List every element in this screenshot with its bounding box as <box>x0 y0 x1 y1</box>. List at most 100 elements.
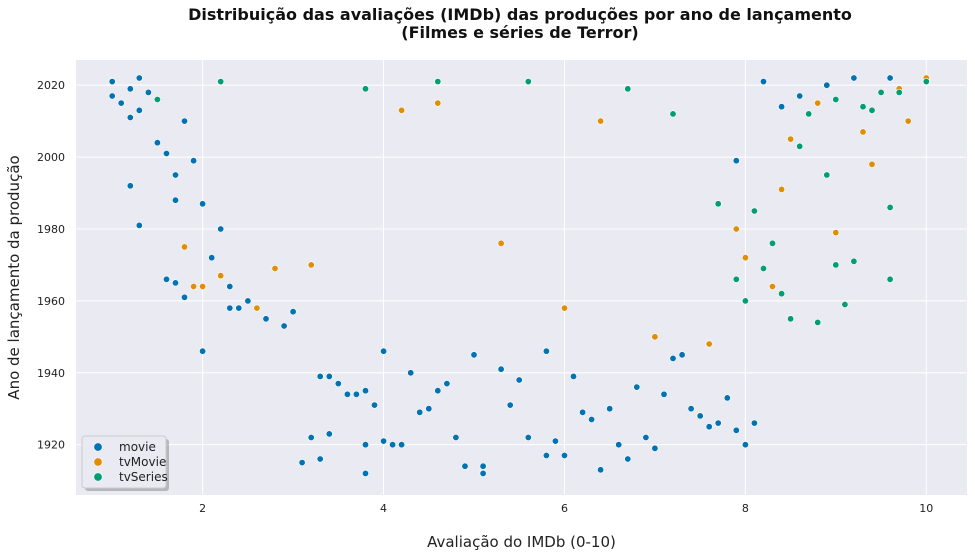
data-point <box>678 351 686 359</box>
data-point <box>190 157 198 165</box>
data-point <box>370 401 378 409</box>
data-point <box>506 401 514 409</box>
data-point <box>470 351 478 359</box>
data-point <box>624 85 632 93</box>
data-point <box>153 96 161 104</box>
grid-lines <box>76 60 967 495</box>
data-point <box>325 372 333 380</box>
data-point <box>660 390 668 398</box>
data-point <box>814 99 822 107</box>
data-point <box>796 142 804 150</box>
data-point <box>886 74 894 82</box>
data-point <box>307 261 315 269</box>
data-point <box>886 203 894 211</box>
data-point <box>126 114 134 122</box>
data-point <box>316 372 324 380</box>
data-point <box>497 239 505 247</box>
data-point <box>524 433 532 441</box>
y-tick-label: 1980 <box>37 223 65 236</box>
data-point <box>741 297 749 305</box>
data-point <box>732 275 740 283</box>
legend-label: tvSeries <box>119 470 168 484</box>
data-point <box>741 254 749 262</box>
data-point <box>787 135 795 143</box>
data-point <box>316 455 324 463</box>
data-point <box>732 225 740 233</box>
data-point <box>841 300 849 308</box>
chart-title-block: Distribuição das avaliações (IMDb) das p… <box>0 6 975 42</box>
data-point <box>750 207 758 215</box>
data-point <box>624 455 632 463</box>
data-point <box>226 282 234 290</box>
data-point <box>606 405 614 413</box>
data-point <box>425 405 433 413</box>
data-point <box>172 171 180 179</box>
data-point <box>560 451 568 459</box>
data-point <box>651 444 659 452</box>
data-point <box>126 85 134 93</box>
data-point <box>832 261 840 269</box>
data-point <box>380 347 388 355</box>
data-point <box>280 322 288 330</box>
data-point <box>452 433 460 441</box>
data-point <box>922 78 930 86</box>
data-point <box>235 304 243 312</box>
data-point <box>361 387 369 395</box>
data-point <box>334 380 342 388</box>
data-points <box>108 74 930 477</box>
data-point <box>144 88 152 96</box>
data-point <box>597 117 605 125</box>
data-point <box>461 462 469 470</box>
data-point <box>823 171 831 179</box>
data-point <box>796 92 804 100</box>
data-point <box>542 347 550 355</box>
y-axis-label: Ano de lançamento da produção <box>5 155 23 399</box>
data-point <box>217 225 225 233</box>
data-point <box>325 430 333 438</box>
data-point <box>823 81 831 89</box>
data-point <box>651 333 659 341</box>
legend-box <box>81 435 167 489</box>
data-point <box>108 78 116 86</box>
data-point <box>407 369 415 377</box>
data-point <box>416 408 424 416</box>
data-point <box>732 157 740 165</box>
data-point <box>217 78 225 86</box>
data-point <box>542 451 550 459</box>
data-point <box>343 390 351 398</box>
data-point <box>551 437 559 445</box>
data-point <box>832 96 840 104</box>
data-point <box>389 441 397 449</box>
data-point <box>895 88 903 96</box>
data-point <box>723 394 731 402</box>
data-point <box>832 229 840 237</box>
data-point <box>569 372 577 380</box>
legend-marker <box>93 442 103 452</box>
data-point <box>398 441 406 449</box>
data-point <box>714 419 722 427</box>
data-point <box>190 282 198 290</box>
x-tick-label: 10 <box>919 502 933 515</box>
data-point <box>126 182 134 190</box>
data-point <box>687 405 695 413</box>
data-point <box>859 103 867 111</box>
data-point <box>714 200 722 208</box>
data-point <box>199 200 207 208</box>
data-point <box>524 78 532 86</box>
data-point <box>560 304 568 312</box>
data-point <box>163 275 171 283</box>
data-point <box>434 387 442 395</box>
tick-labels: 2 4 6 8 10 1920 1940 1960 1980 2000 2020 <box>37 79 933 515</box>
data-point <box>759 264 767 272</box>
data-point <box>696 412 704 420</box>
data-point <box>434 78 442 86</box>
data-point <box>850 257 858 265</box>
data-point <box>814 318 822 326</box>
data-point <box>361 441 369 449</box>
data-point <box>163 150 171 158</box>
data-point <box>497 365 505 373</box>
x-tick-label: 6 <box>561 502 568 515</box>
data-point <box>750 419 758 427</box>
data-point <box>380 437 388 445</box>
